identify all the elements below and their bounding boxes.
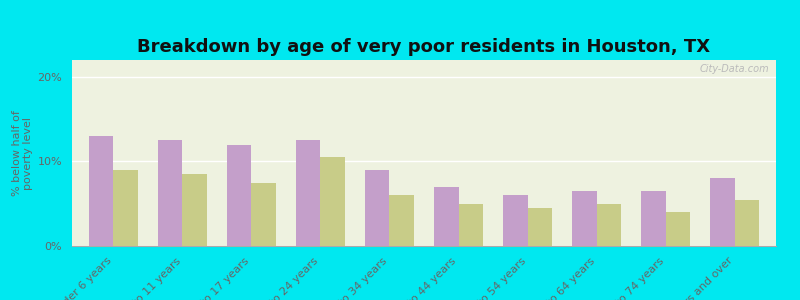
Bar [158, 140, 182, 246]
Title: Breakdown by age of very poor residents in Houston, TX: Breakdown by age of very poor residents … [138, 38, 710, 56]
Bar [503, 195, 527, 246]
Bar [527, 208, 552, 246]
Bar [458, 204, 482, 246]
Text: City-Data.com: City-Data.com [699, 64, 769, 74]
Bar [434, 187, 458, 246]
Bar [114, 170, 138, 246]
Bar [572, 191, 597, 246]
Bar [666, 212, 690, 246]
Bar [251, 183, 276, 246]
Y-axis label: % below half of
poverty level: % below half of poverty level [12, 110, 34, 196]
Bar [597, 204, 621, 246]
Bar [642, 191, 666, 246]
Bar [710, 178, 734, 246]
Bar [366, 170, 390, 246]
Bar [227, 145, 251, 246]
Bar [182, 174, 206, 246]
Bar [296, 140, 321, 246]
Bar [390, 195, 414, 246]
Bar [321, 157, 345, 246]
Bar [90, 136, 114, 246]
Bar [734, 200, 758, 246]
